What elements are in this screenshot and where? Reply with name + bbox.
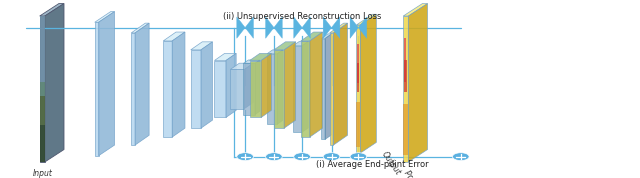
Polygon shape: [302, 41, 308, 132]
Polygon shape: [274, 42, 296, 50]
Polygon shape: [45, 4, 64, 162]
Polygon shape: [294, 17, 302, 38]
Polygon shape: [135, 23, 149, 145]
Polygon shape: [403, 4, 428, 16]
Polygon shape: [267, 54, 277, 124]
Polygon shape: [267, 50, 283, 54]
Polygon shape: [360, 14, 376, 153]
Polygon shape: [201, 42, 212, 128]
Polygon shape: [321, 34, 332, 38]
Polygon shape: [40, 125, 45, 162]
Polygon shape: [163, 41, 172, 137]
Polygon shape: [293, 41, 308, 46]
Polygon shape: [40, 16, 45, 82]
Polygon shape: [99, 12, 115, 156]
Polygon shape: [40, 82, 45, 96]
Ellipse shape: [323, 153, 340, 161]
Polygon shape: [357, 44, 358, 83]
Polygon shape: [95, 22, 99, 156]
Polygon shape: [330, 23, 348, 33]
Text: Output: Output: [380, 150, 402, 177]
Polygon shape: [274, 50, 284, 128]
Polygon shape: [408, 4, 428, 162]
Polygon shape: [323, 17, 332, 38]
Polygon shape: [301, 32, 323, 41]
Text: (i) Average End-point Error: (i) Average End-point Error: [317, 160, 429, 169]
Ellipse shape: [237, 153, 253, 161]
Polygon shape: [277, 50, 283, 124]
Polygon shape: [243, 63, 255, 115]
Polygon shape: [40, 16, 45, 162]
Polygon shape: [243, 60, 260, 63]
Polygon shape: [131, 33, 135, 145]
Polygon shape: [404, 38, 406, 82]
Polygon shape: [333, 23, 348, 145]
Polygon shape: [131, 23, 149, 33]
Polygon shape: [261, 53, 271, 117]
Polygon shape: [40, 4, 64, 16]
Polygon shape: [330, 33, 333, 145]
Polygon shape: [255, 60, 260, 115]
Polygon shape: [357, 63, 359, 91]
Polygon shape: [356, 14, 376, 25]
Text: Proxy GT: Proxy GT: [402, 169, 429, 178]
Polygon shape: [250, 61, 261, 117]
Polygon shape: [245, 17, 253, 38]
Ellipse shape: [294, 153, 310, 161]
Polygon shape: [284, 42, 296, 128]
Polygon shape: [356, 25, 360, 153]
Polygon shape: [403, 16, 408, 162]
Polygon shape: [191, 42, 212, 50]
Polygon shape: [302, 17, 310, 38]
Polygon shape: [40, 96, 45, 125]
Polygon shape: [214, 53, 236, 61]
Polygon shape: [266, 17, 274, 38]
Polygon shape: [163, 32, 185, 41]
Polygon shape: [95, 12, 115, 22]
Polygon shape: [237, 17, 245, 38]
Polygon shape: [350, 17, 358, 38]
Ellipse shape: [350, 153, 367, 161]
Text: (ii) Unsupervised Reconstruction Loss: (ii) Unsupervised Reconstruction Loss: [223, 12, 381, 21]
Polygon shape: [226, 53, 236, 117]
Polygon shape: [274, 17, 282, 38]
Text: Input: Input: [32, 169, 52, 178]
Polygon shape: [356, 102, 360, 147]
Ellipse shape: [452, 153, 469, 161]
Polygon shape: [310, 32, 323, 137]
Polygon shape: [172, 32, 185, 137]
Polygon shape: [244, 63, 253, 109]
Polygon shape: [321, 38, 325, 140]
Polygon shape: [230, 69, 244, 109]
Polygon shape: [325, 34, 332, 140]
Polygon shape: [301, 41, 310, 137]
Polygon shape: [358, 17, 367, 38]
Polygon shape: [293, 46, 302, 132]
Polygon shape: [332, 17, 340, 38]
Polygon shape: [214, 61, 226, 117]
Ellipse shape: [266, 153, 282, 161]
Polygon shape: [404, 60, 406, 92]
Polygon shape: [191, 50, 201, 128]
Polygon shape: [250, 53, 271, 61]
Polygon shape: [403, 104, 408, 155]
Polygon shape: [230, 63, 253, 69]
